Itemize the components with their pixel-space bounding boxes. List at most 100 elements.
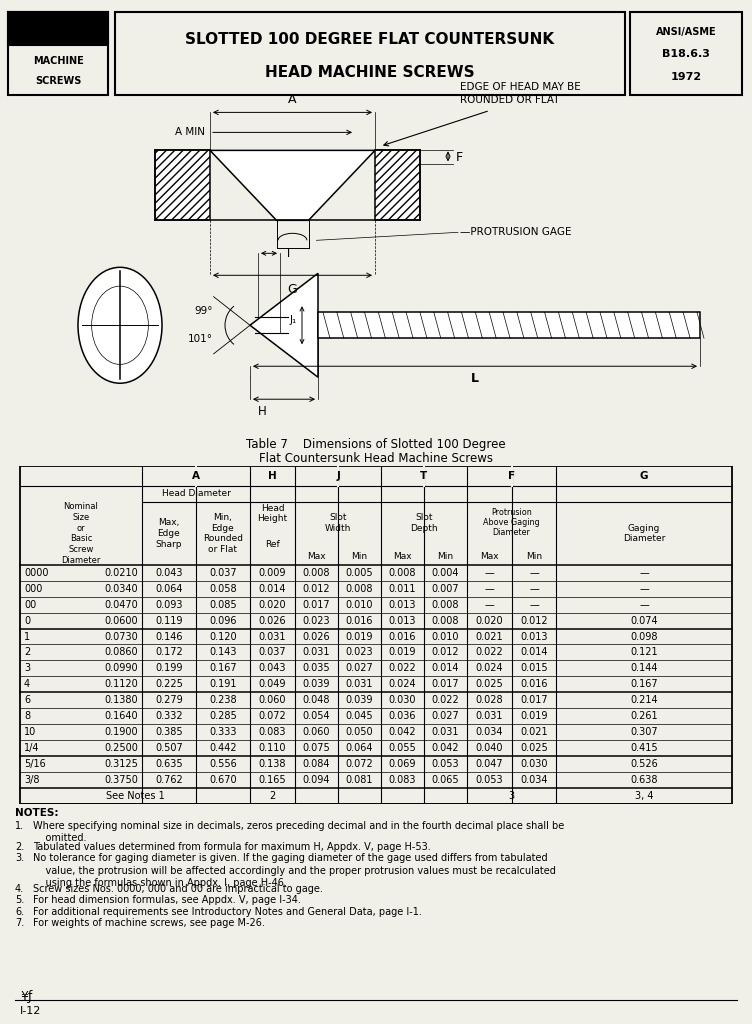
Text: 3: 3 (24, 664, 30, 674)
Text: 3.: 3. (15, 853, 24, 863)
Text: 0.034: 0.034 (520, 775, 547, 785)
Text: For head dimension formulas, see Appdx. V, page I-34.: For head dimension formulas, see Appdx. … (33, 895, 301, 905)
Text: 0.014: 0.014 (259, 584, 287, 594)
Text: 0.415: 0.415 (630, 743, 658, 753)
Text: 0.012: 0.012 (303, 584, 330, 594)
Text: 0.019: 0.019 (389, 647, 417, 657)
Text: —: — (639, 600, 649, 609)
Text: SCREWS: SCREWS (35, 76, 81, 86)
Bar (8, 12, 108, 45)
Text: 0.021: 0.021 (476, 632, 503, 641)
Text: 0.050: 0.050 (346, 727, 373, 737)
Text: Min: Min (526, 552, 542, 560)
Text: 0.3125: 0.3125 (104, 759, 138, 769)
Text: 0.024: 0.024 (389, 679, 417, 689)
Text: 0.214: 0.214 (630, 695, 658, 706)
Text: 0.043: 0.043 (155, 567, 183, 578)
Text: ¥ƒ: ¥ƒ (20, 990, 32, 1004)
Text: 0.012: 0.012 (520, 615, 547, 626)
Text: 0.172: 0.172 (155, 647, 183, 657)
Text: Slot
Width: Slot Width (325, 513, 351, 532)
Text: 0.027: 0.027 (346, 664, 374, 674)
Text: EDGE OF HEAD MAY BE
ROUNDED OR FLAT: EDGE OF HEAD MAY BE ROUNDED OR FLAT (460, 82, 581, 105)
Text: 0.075: 0.075 (302, 743, 330, 753)
Text: J₁: J₁ (290, 315, 297, 326)
Bar (115, 12, 625, 95)
Text: 0.285: 0.285 (209, 712, 237, 721)
Text: Max,
Edge
Sharp: Max, Edge Sharp (156, 518, 182, 549)
Text: 0: 0 (24, 615, 30, 626)
Text: 99°: 99° (194, 306, 213, 316)
Text: 0.049: 0.049 (259, 679, 287, 689)
Text: 0.083: 0.083 (259, 727, 287, 737)
Text: —: — (484, 600, 494, 609)
Text: J: J (336, 471, 340, 481)
Text: 0.013: 0.013 (520, 632, 547, 641)
Text: —: — (529, 584, 539, 594)
Text: 0.054: 0.054 (303, 712, 330, 721)
Text: Nominal
Size
or
Basic
Screw
Diameter: Nominal Size or Basic Screw Diameter (62, 502, 101, 565)
Ellipse shape (78, 267, 162, 383)
Text: 0.045: 0.045 (346, 712, 373, 721)
Text: 0.025: 0.025 (520, 743, 548, 753)
Text: 0.016: 0.016 (389, 632, 417, 641)
Bar (155, 151, 210, 220)
Text: 0.016: 0.016 (520, 679, 547, 689)
Text: 0.031: 0.031 (432, 727, 459, 737)
Text: 0.031: 0.031 (346, 679, 373, 689)
Text: 0.121: 0.121 (630, 647, 658, 657)
Text: 0.024: 0.024 (476, 664, 503, 674)
Text: 10: 10 (24, 727, 36, 737)
Text: 00: 00 (24, 600, 36, 609)
Text: 0.021: 0.021 (520, 727, 547, 737)
Text: 7.: 7. (15, 919, 24, 929)
Text: 2: 2 (269, 791, 276, 801)
Bar (8, 12, 108, 95)
Text: 0.017: 0.017 (303, 600, 330, 609)
Polygon shape (210, 151, 375, 220)
Text: 0.019: 0.019 (520, 712, 547, 721)
Text: 0.036: 0.036 (389, 712, 417, 721)
Text: 0.011: 0.011 (389, 584, 417, 594)
Text: 0.083: 0.083 (389, 775, 417, 785)
Text: 0.064: 0.064 (346, 743, 373, 753)
Text: 0.069: 0.069 (389, 759, 417, 769)
Text: 0.012: 0.012 (432, 647, 459, 657)
Text: 0.028: 0.028 (476, 695, 503, 706)
Text: —: — (639, 584, 649, 594)
Text: Protrusion
Above Gaging
Diameter: Protrusion Above Gaging Diameter (484, 508, 540, 538)
Text: 0.065: 0.065 (432, 775, 459, 785)
Text: —PROTRUSION GAGE: —PROTRUSION GAGE (460, 227, 572, 238)
Text: F: F (456, 151, 463, 164)
Text: 0.0470: 0.0470 (105, 600, 138, 609)
Text: 0.007: 0.007 (432, 584, 459, 594)
Text: 6: 6 (24, 695, 30, 706)
Text: 0.013: 0.013 (389, 600, 417, 609)
Text: 0.015: 0.015 (520, 664, 547, 674)
Text: 0.008: 0.008 (346, 584, 373, 594)
Text: No tolerance for gaging diameter is given. If the gaging diameter of the gage us: No tolerance for gaging diameter is give… (33, 853, 556, 888)
Text: B18.6.3: B18.6.3 (662, 49, 710, 59)
Text: Tabulated values determined from formula for maximum H, Appdx. V, page H-53.: Tabulated values determined from formula… (33, 842, 431, 852)
Text: 0.060: 0.060 (303, 727, 330, 737)
Text: 0.120: 0.120 (209, 632, 237, 641)
Text: 0.040: 0.040 (476, 743, 503, 753)
Text: Ref: Ref (265, 541, 280, 549)
Text: 1: 1 (24, 632, 30, 641)
Text: HEAD MACHINE SCREWS: HEAD MACHINE SCREWS (265, 65, 475, 80)
Text: 0.020: 0.020 (259, 600, 287, 609)
Text: 101°: 101° (187, 334, 213, 344)
Text: 0.043: 0.043 (259, 664, 287, 674)
Text: 0.442: 0.442 (209, 743, 237, 753)
Text: 0.023: 0.023 (346, 647, 373, 657)
Text: —: — (484, 584, 494, 594)
Bar (375, 151, 420, 220)
Text: 0.3750: 0.3750 (104, 775, 138, 785)
Text: 6.: 6. (15, 907, 24, 916)
Text: Min: Min (351, 552, 368, 560)
Text: Where specifying nominal size in decimals, zeros preceding decimal and in the fo: Where specifying nominal size in decimal… (33, 821, 564, 843)
Text: 0.1120: 0.1120 (105, 679, 138, 689)
Bar (630, 12, 742, 95)
Text: 0.042: 0.042 (432, 743, 459, 753)
Text: 0.031: 0.031 (259, 632, 287, 641)
